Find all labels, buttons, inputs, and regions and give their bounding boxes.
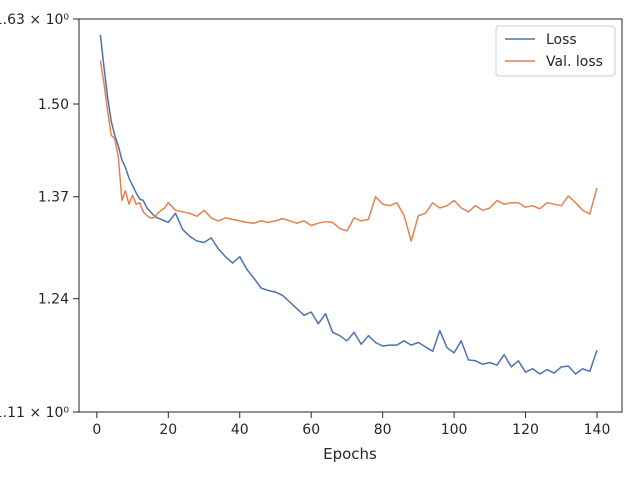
y-tick-label: 1.24 bbox=[38, 292, 69, 308]
y-tick-label: 1.63 × 10⁰ bbox=[0, 12, 69, 28]
ticks-layer: 0 20 40 60 80 100 120 140 1.63 × 10⁰ 1.50 1.37 1.24… bbox=[0, 12, 610, 438]
y-tick-label: 1.50 bbox=[38, 97, 69, 113]
y-tick-label: 1.37 bbox=[38, 190, 69, 206]
x-tick-label: 60 bbox=[302, 422, 320, 438]
series-layer bbox=[99, 34, 598, 375]
x-tick-label: 140 bbox=[584, 422, 611, 438]
x-tick-label: 100 bbox=[441, 422, 468, 438]
plot-frame bbox=[78, 18, 623, 413]
series-line-val-loss bbox=[99, 60, 598, 242]
y-tick-label: 1.11 × 10⁰ bbox=[0, 405, 69, 421]
x-tick-label: 20 bbox=[159, 422, 177, 438]
x-tick-label: 0 bbox=[92, 422, 101, 438]
x-tick-label: 120 bbox=[512, 422, 539, 438]
x-tick-label: 80 bbox=[374, 422, 392, 438]
x-tick-label: 40 bbox=[231, 422, 249, 438]
series-line-loss bbox=[99, 34, 598, 375]
x-axis-label: Epochs bbox=[323, 445, 377, 463]
legend-label-val-loss: Val. loss bbox=[546, 54, 603, 70]
legend-label-loss: Loss bbox=[546, 32, 577, 48]
legend: Loss Val. loss bbox=[495, 25, 616, 77]
